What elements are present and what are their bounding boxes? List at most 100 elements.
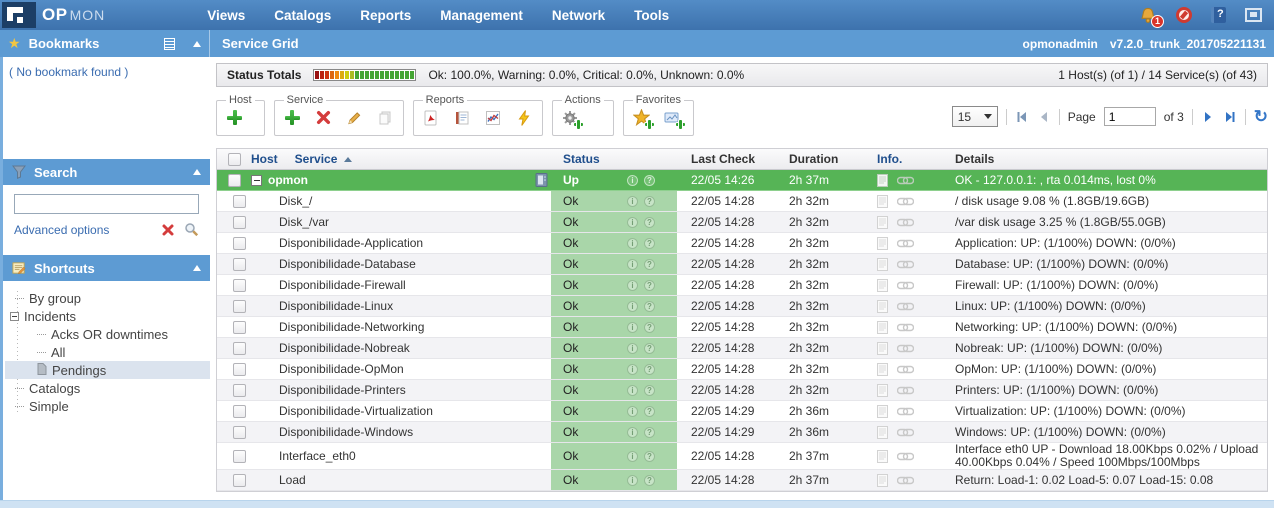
service-name[interactable]: Load (279, 473, 306, 487)
question-circle-icon[interactable] (644, 238, 655, 249)
doc-info-icon[interactable] (877, 237, 888, 250)
search-input[interactable] (14, 194, 199, 214)
question-circle-icon[interactable] (644, 427, 655, 438)
link-icon[interactable] (897, 281, 914, 290)
doc-info-icon[interactable] (877, 258, 888, 271)
service-name[interactable]: Disponibilidade-Application (279, 236, 423, 250)
service-checkbox[interactable] (233, 384, 246, 397)
question-circle-icon[interactable] (644, 322, 655, 333)
doc-info-icon[interactable] (877, 450, 888, 463)
fullscreen-icon[interactable] (1245, 8, 1262, 22)
doc-info-icon[interactable] (877, 216, 888, 229)
question-circle-icon[interactable] (644, 364, 655, 375)
select-all-checkbox[interactable] (228, 153, 241, 166)
graph-report-button[interactable] (485, 109, 502, 126)
info-circle-icon[interactable] (627, 451, 638, 462)
link-icon[interactable] (897, 407, 914, 416)
link-icon[interactable] (897, 428, 914, 437)
bookmarks-panel-header[interactable]: Bookmarks (0, 30, 210, 57)
link-icon[interactable] (897, 197, 914, 206)
shortcuts-section-header[interactable]: Shortcuts (3, 255, 210, 281)
link-icon[interactable] (897, 365, 914, 374)
help-book-icon[interactable] (1211, 7, 1226, 23)
menu-item-reports[interactable]: Reports (354, 4, 417, 27)
link-icon[interactable] (897, 323, 914, 332)
first-page-button[interactable] (1015, 110, 1029, 124)
service-checkbox[interactable] (233, 474, 246, 487)
shortcut-tree-item[interactable]: Catalogs (5, 379, 210, 397)
service-checkbox[interactable] (233, 363, 246, 376)
service-checkbox[interactable] (233, 405, 246, 418)
info-circle-icon[interactable] (627, 406, 638, 417)
pdf-report-button[interactable] (423, 109, 440, 126)
info-circle-icon[interactable] (627, 322, 638, 333)
service-checkbox[interactable] (233, 258, 246, 271)
bookmark-list-icon[interactable] (164, 38, 175, 50)
info-circle-icon[interactable] (627, 343, 638, 354)
link-icon[interactable] (897, 218, 914, 227)
question-circle-icon[interactable] (644, 406, 655, 417)
link-icon[interactable] (897, 302, 914, 311)
question-circle-icon[interactable] (644, 259, 655, 270)
service-name[interactable]: Disponibilidade-Windows (279, 425, 413, 439)
add-screen-favorite-button[interactable] (664, 109, 681, 126)
critical-alert-icon[interactable] (1176, 7, 1192, 23)
copy-service-button[interactable] (377, 109, 394, 126)
page-input[interactable] (1104, 107, 1156, 126)
doc-info-icon[interactable] (877, 279, 888, 292)
service-name[interactable]: Disponibilidade-Firewall (279, 278, 406, 292)
prev-page-button[interactable] (1037, 110, 1051, 124)
link-icon[interactable] (897, 452, 914, 461)
advanced-options-link[interactable]: Advanced options (14, 223, 109, 237)
menu-item-network[interactable]: Network (546, 4, 611, 27)
service-column-header[interactable]: Service (295, 152, 338, 166)
host-name[interactable]: opmon (268, 173, 308, 187)
service-name[interactable]: Disk_/var (279, 215, 329, 229)
doc-info-icon[interactable] (877, 384, 888, 397)
question-circle-icon[interactable] (644, 175, 655, 186)
service-checkbox[interactable] (233, 342, 246, 355)
clear-search-icon[interactable] (161, 223, 175, 237)
status-column-header[interactable]: Status (551, 149, 621, 169)
edit-service-button[interactable] (346, 109, 363, 126)
doc-info-icon[interactable] (877, 474, 888, 487)
service-name[interactable]: Interface_eth0 (279, 449, 356, 463)
service-name[interactable]: Disponibilidade-Database (279, 257, 416, 271)
info-circle-icon[interactable] (627, 259, 638, 270)
service-name[interactable]: Disk_/ (279, 194, 312, 208)
service-checkbox[interactable] (233, 237, 246, 250)
question-circle-icon[interactable] (644, 301, 655, 312)
link-icon[interactable] (897, 344, 914, 353)
question-circle-icon[interactable] (644, 280, 655, 291)
service-name[interactable]: Disponibilidade-Virtualization (279, 404, 433, 418)
duration-column-header[interactable]: Duration (773, 149, 859, 169)
info-circle-icon[interactable] (627, 196, 638, 207)
next-page-button[interactable] (1201, 110, 1215, 124)
service-checkbox[interactable] (233, 195, 246, 208)
add-action-button[interactable] (562, 109, 579, 126)
service-name[interactable]: Disponibilidade-Nobreak (279, 341, 410, 355)
doc-info-icon[interactable] (877, 195, 888, 208)
shortcuts-collapse-icon[interactable] (193, 265, 201, 271)
info-circle-icon[interactable] (627, 427, 638, 438)
link-icon[interactable] (897, 386, 914, 395)
notifications-bell-icon[interactable]: 1 (1139, 7, 1157, 24)
service-checkbox[interactable] (233, 450, 246, 463)
delete-service-button[interactable] (315, 109, 332, 126)
info-circle-icon[interactable] (627, 175, 638, 186)
service-name[interactable]: Disponibilidade-Networking (279, 320, 424, 334)
doc-info-icon[interactable] (877, 405, 888, 418)
service-checkbox[interactable] (233, 426, 246, 439)
detailed-report-button[interactable] (454, 109, 471, 126)
link-icon[interactable] (897, 476, 914, 485)
question-circle-icon[interactable] (644, 475, 655, 486)
info-circle-icon[interactable] (627, 280, 638, 291)
service-name[interactable]: Disponibilidade-Linux (279, 299, 393, 313)
doc-info-icon[interactable] (877, 300, 888, 313)
quick-report-button[interactable] (516, 109, 533, 126)
service-checkbox[interactable] (233, 279, 246, 292)
info-circle-icon[interactable] (627, 475, 638, 486)
menu-item-views[interactable]: Views (201, 4, 251, 27)
search-section-header[interactable]: Search (3, 159, 210, 185)
page-size-select[interactable]: 15 (952, 106, 998, 127)
